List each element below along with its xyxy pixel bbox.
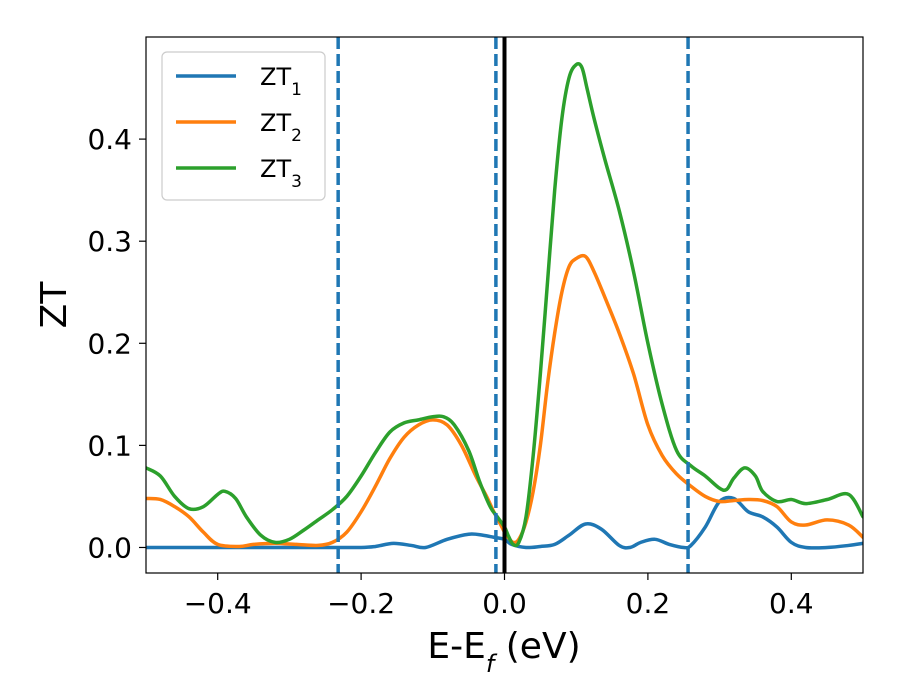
series-line-zt3 — [146, 62, 863, 548]
legend-box — [161, 51, 326, 201]
y-axis-title: ZT — [34, 281, 75, 329]
legend-label-zt1: ZT1 — [260, 63, 302, 100]
legend-label-zt2: ZT2 — [260, 109, 302, 146]
x-tick-label: 0.2 — [626, 587, 671, 620]
legend: ZT1 ZT2 ZT3 — [161, 51, 326, 201]
y-tick-label: 0.4 — [87, 123, 132, 156]
y-tick-label: 0.1 — [87, 429, 132, 462]
legend-label-zt3: ZT3 — [260, 155, 302, 192]
x-tick-label: 0.4 — [769, 587, 814, 620]
series-line-zt1 — [146, 495, 863, 550]
y-tick-label: 0.2 — [87, 327, 132, 360]
x-tick-label: 0.0 — [482, 587, 527, 620]
y-tick-label: 0.3 — [87, 225, 132, 258]
x-tick-label: −0.4 — [184, 587, 252, 620]
x-tick-label: −0.2 — [327, 587, 395, 620]
x-axis: −0.4 −0.2 0.0 0.2 0.4 — [184, 573, 814, 620]
y-tick-label: 0.0 — [87, 531, 132, 564]
x-axis-title: E-Ef (eV) — [427, 626, 580, 678]
y-axis: 0.0 0.1 0.2 0.3 0.4 — [87, 123, 146, 564]
